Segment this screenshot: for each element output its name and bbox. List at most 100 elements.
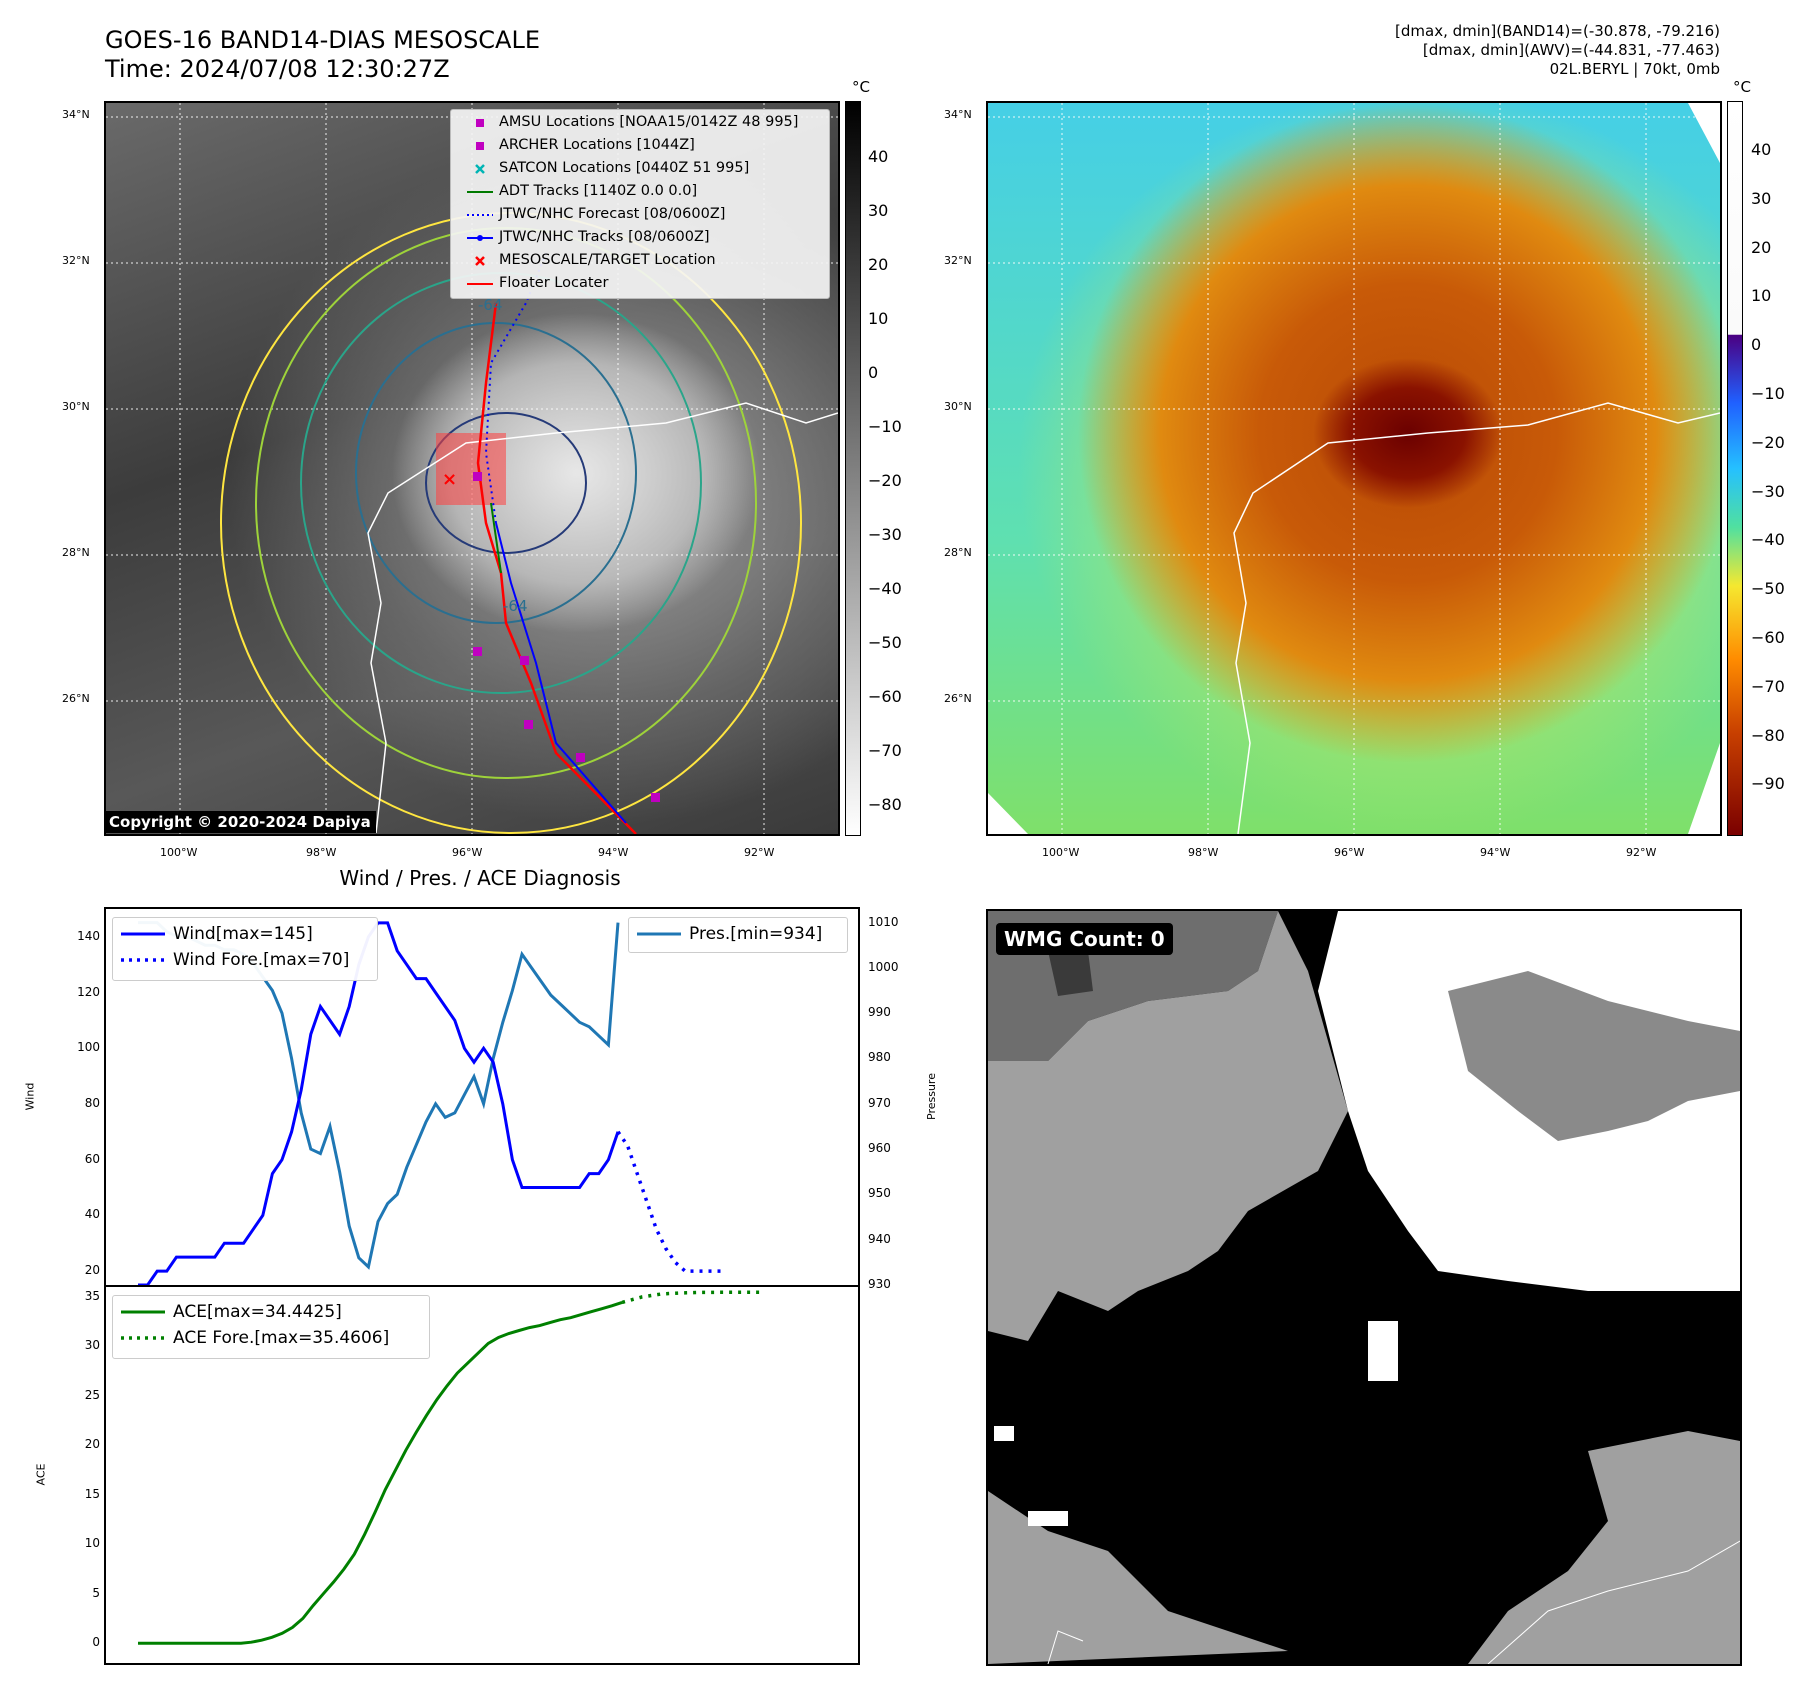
- axis-tick-label: 950: [868, 1186, 891, 1201]
- axis-tick-label: 80: [84, 1095, 100, 1110]
- copyright-badge: Copyright © 2020-2024 Dapiya: [104, 811, 376, 833]
- wmg-imagery: [988, 911, 1740, 1664]
- lon-label: 100°W: [1042, 846, 1080, 859]
- axis-tick-label: 120: [77, 984, 100, 999]
- axis-tick-label: 100: [77, 1040, 100, 1055]
- line-icon: [467, 283, 493, 285]
- info-band14-range: [dmax, dmin](BAND14)=(-30.878, -79.216): [1395, 22, 1720, 40]
- colorbar-unit: °C: [852, 78, 870, 96]
- axis-tick-label: 35: [84, 1288, 100, 1303]
- axis-tick-label: 1000: [868, 959, 899, 974]
- legend-tracks: JTWC/NHC Tracks [08/0600Z]: [451, 228, 829, 250]
- legend-wind: Wind[max=145]: [113, 922, 377, 946]
- contour-label: -64: [478, 296, 503, 314]
- lat-label: 32°N: [62, 254, 90, 267]
- line-dot-icon: [467, 235, 493, 241]
- line-icon: [121, 932, 165, 936]
- colorbar-tick-label: −70: [1751, 676, 1785, 696]
- line-icon: [467, 191, 493, 193]
- lon-label: 96°W: [452, 846, 483, 859]
- colorbar-tick-label: 30: [1751, 188, 1772, 208]
- awv-satellite-panel[interactable]: [986, 101, 1722, 836]
- lat-label: 30°N: [944, 400, 972, 413]
- colorbar-tick-label: −40: [1751, 530, 1785, 550]
- colorbar-unit: °C: [1733, 78, 1751, 96]
- target-location-marker: ×: [442, 469, 457, 490]
- dotted-line-icon: [467, 214, 493, 216]
- wind-forecast-line: [616, 1130, 724, 1273]
- amsu-point: [473, 647, 482, 656]
- axis-tick-label: 980: [868, 1050, 891, 1065]
- lat-label: 28°N: [944, 546, 972, 559]
- legend-ace: ACE[max=34.4425]: [113, 1300, 429, 1324]
- square-icon: [476, 119, 484, 127]
- colorbar-tick-label: −80: [868, 795, 902, 814]
- axis-tick-label: 970: [868, 1095, 891, 1110]
- axis-tick-label: 20: [84, 1437, 100, 1452]
- colorbar-tick-label: −50: [1751, 579, 1785, 599]
- axis-tick-label: 960: [868, 1141, 891, 1156]
- title-time: Time: 2024/07/08 12:30:27Z: [105, 55, 450, 83]
- axis-tick-label: 30: [84, 1338, 100, 1353]
- band14-colorbar: [845, 101, 861, 836]
- colorbar-tick-label: −50: [868, 633, 902, 652]
- colorbar-tick-label: 10: [1751, 286, 1772, 306]
- axis-tick-label: 40: [84, 1207, 100, 1222]
- legend-amsu: AMSU Locations [NOAA15/0142Z 48 995]: [451, 113, 829, 135]
- wind-series-line: [138, 921, 620, 1285]
- wmg-count-badge: WMG Count: 0: [996, 923, 1173, 955]
- ace-axis-label: ACE: [34, 1463, 48, 1486]
- info-block: [dmax, dmin](BAND14)=(-30.878, -79.216) …: [1395, 22, 1720, 79]
- colorbar-tick-label: −60: [1751, 628, 1785, 647]
- lon-label: 94°W: [1480, 846, 1511, 859]
- axis-tick-label: 940: [868, 1231, 891, 1246]
- dotted-line-icon: [121, 958, 165, 962]
- lon-label: 92°W: [744, 846, 775, 859]
- ace-series-line: [138, 1300, 623, 1645]
- colorbar-tick-label: 0: [1751, 335, 1762, 355]
- axis-tick-label: 1010: [868, 914, 899, 929]
- axis-tick-label: 5: [92, 1585, 100, 1600]
- axis-tick-label: 140: [77, 928, 100, 943]
- amsu-point: [520, 656, 529, 665]
- wmg-panel[interactable]: [986, 909, 1742, 1666]
- colorbar-tick-label: −20: [1751, 432, 1785, 452]
- contour-label: -64: [503, 597, 528, 615]
- legend-wind-forecast: Wind Fore.[max=70]: [113, 948, 377, 972]
- legend-floater: Floater Locater: [451, 274, 829, 296]
- square-icon: [476, 142, 484, 150]
- colorbar-tick-label: −30: [1751, 481, 1785, 501]
- colorbar-tick-label: −10: [1751, 384, 1785, 403]
- amsu-point: [651, 793, 660, 802]
- lat-label: 34°N: [62, 108, 90, 121]
- lon-label: 100°W: [160, 846, 198, 859]
- diagnosis-title: Wind / Pres. / ACE Diagnosis: [339, 866, 621, 890]
- wind-axis-label: Wind: [23, 1082, 37, 1111]
- awv-colorbar: [1727, 101, 1743, 836]
- awv-overlay: [988, 103, 1720, 834]
- lat-label: 26°N: [944, 692, 972, 705]
- lon-label: 92°W: [1626, 846, 1657, 859]
- axis-tick-label: 15: [84, 1486, 100, 1501]
- axis-tick-label: 60: [84, 1151, 100, 1166]
- legend-adt: ADT Tracks [1140Z 0.0 0.0]: [451, 182, 829, 204]
- legend-target: MESOSCALE/TARGET Location: [451, 251, 829, 273]
- colorbar-tick-label: 10: [868, 309, 889, 328]
- colorbar-tick-label: −80: [1751, 725, 1785, 745]
- colorbar-tick-label: 30: [868, 201, 889, 220]
- amsu-point: [524, 720, 533, 729]
- info-storm: 02L.BERYL | 70kt, 0mb: [1549, 60, 1720, 78]
- legend-satcon: SATCON Locations [0440Z 51 995]: [451, 159, 829, 181]
- ace-plot[interactable]: [104, 1285, 860, 1665]
- wind-legend: Wind[max=145] Wind Fore.[max=70]: [112, 917, 378, 981]
- colorbar-tick-label: 40: [868, 147, 889, 166]
- lon-label: 98°W: [1188, 846, 1219, 859]
- line-icon: [637, 932, 681, 936]
- lat-label: 34°N: [944, 108, 972, 121]
- lat-label: 28°N: [62, 546, 90, 559]
- legend-forecast: JTWC/NHC Forecast [08/0600Z]: [451, 205, 829, 227]
- archer-point: [473, 472, 482, 481]
- colorbar-tick-label: −70: [868, 741, 902, 760]
- lat-label: 26°N: [62, 692, 90, 705]
- legend-ace-forecast: ACE Fore.[max=35.4606]: [113, 1326, 429, 1350]
